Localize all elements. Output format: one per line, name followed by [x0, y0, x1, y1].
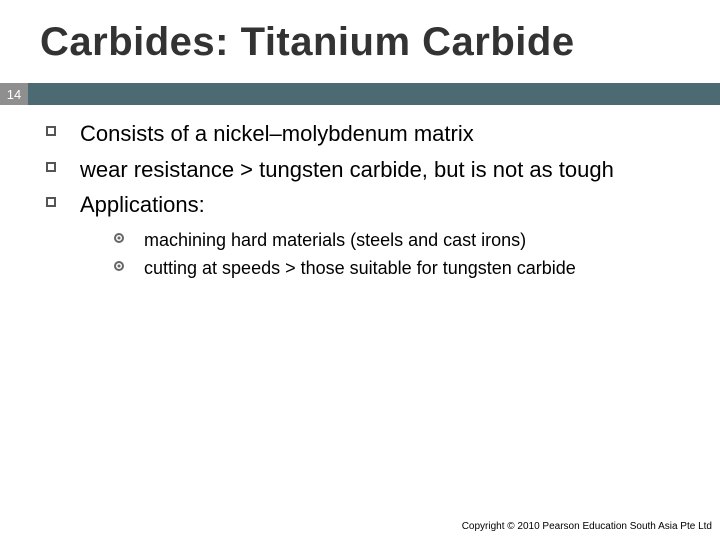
bullet-text: Consists of a nickel–molybdenum matrix [80, 119, 474, 149]
sub-bullet-text: cutting at speeds > those suitable for t… [144, 256, 576, 280]
accent-bar [28, 83, 720, 105]
square-bullet-icon [46, 126, 56, 136]
bullet-text: wear resistance > tungsten carbide, but … [80, 155, 614, 185]
sub-bullet-item: cutting at speeds > those suitable for t… [114, 256, 690, 280]
bullet-text: Applications: [80, 190, 205, 220]
slide-number-badge: 14 [0, 83, 28, 105]
target-bullet-icon [114, 261, 124, 271]
bullet-item: Consists of a nickel–molybdenum matrix [46, 119, 690, 149]
sub-bullet-text: machining hard materials (steels and cas… [144, 228, 526, 252]
bullet-item: Applications: [46, 190, 690, 220]
square-bullet-icon [46, 197, 56, 207]
slide-title: Carbides: Titanium Carbide [0, 0, 720, 83]
square-bullet-icon [46, 162, 56, 172]
sub-bullet-item: machining hard materials (steels and cas… [114, 228, 690, 252]
slide-number-bar: 14 [0, 83, 720, 105]
sub-bullet-list: machining hard materials (steels and cas… [46, 228, 690, 281]
content-area: Consists of a nickel–molybdenum matrix w… [0, 105, 720, 281]
bullet-item: wear resistance > tungsten carbide, but … [46, 155, 690, 185]
target-bullet-icon [114, 233, 124, 243]
copyright-text: Copyright © 2010 Pearson Education South… [462, 521, 712, 532]
